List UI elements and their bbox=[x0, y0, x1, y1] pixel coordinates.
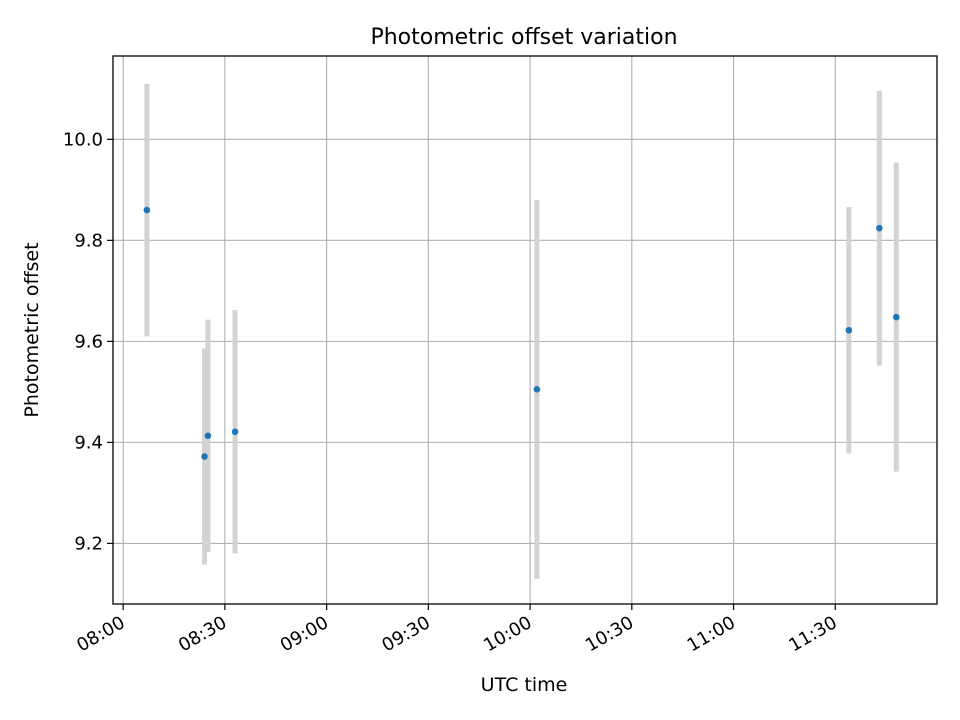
x-tick-label: 09:00 bbox=[277, 612, 332, 656]
y-tick-label: 9.2 bbox=[74, 533, 103, 554]
x-tick-label: 10:30 bbox=[582, 612, 637, 656]
x-axis-ticks: 08:00 08:30 09:00 09:30 10:00 10:30 11:00 11:30 bbox=[73, 604, 841, 656]
data-point bbox=[201, 453, 208, 460]
y-tick-label: 9.8 bbox=[74, 230, 103, 251]
data-point bbox=[231, 428, 239, 436]
y-tick-label: 10.0 bbox=[63, 129, 103, 150]
y-axis-ticks: 9.2 9.4 9.6 9.8 10.0 bbox=[63, 129, 113, 554]
data-point bbox=[143, 206, 151, 214]
data-point bbox=[533, 386, 541, 393]
grid-lines bbox=[113, 56, 937, 604]
plot-frame bbox=[112, 55, 938, 605]
data-point bbox=[876, 224, 883, 232]
error-bars bbox=[144, 83, 899, 579]
data-point bbox=[204, 432, 212, 440]
x-tick-label: 11:30 bbox=[785, 612, 840, 656]
y-axis-label: Photometric offset bbox=[21, 242, 43, 417]
chart-title: Photometric offset variation bbox=[370, 25, 677, 50]
x-tick-label: 09:30 bbox=[378, 612, 433, 656]
data-points bbox=[143, 206, 900, 460]
x-axis-label: UTC time bbox=[481, 674, 568, 696]
y-tick-label: 9.6 bbox=[74, 331, 103, 352]
x-tick-label: 08:00 bbox=[73, 612, 128, 656]
x-tick-label: 10:00 bbox=[480, 612, 535, 656]
x-tick-label: 08:30 bbox=[175, 612, 230, 656]
y-tick-label: 9.4 bbox=[74, 432, 103, 453]
data-point bbox=[845, 326, 853, 334]
data-point bbox=[893, 313, 900, 321]
x-tick-label: 11:00 bbox=[684, 612, 739, 656]
